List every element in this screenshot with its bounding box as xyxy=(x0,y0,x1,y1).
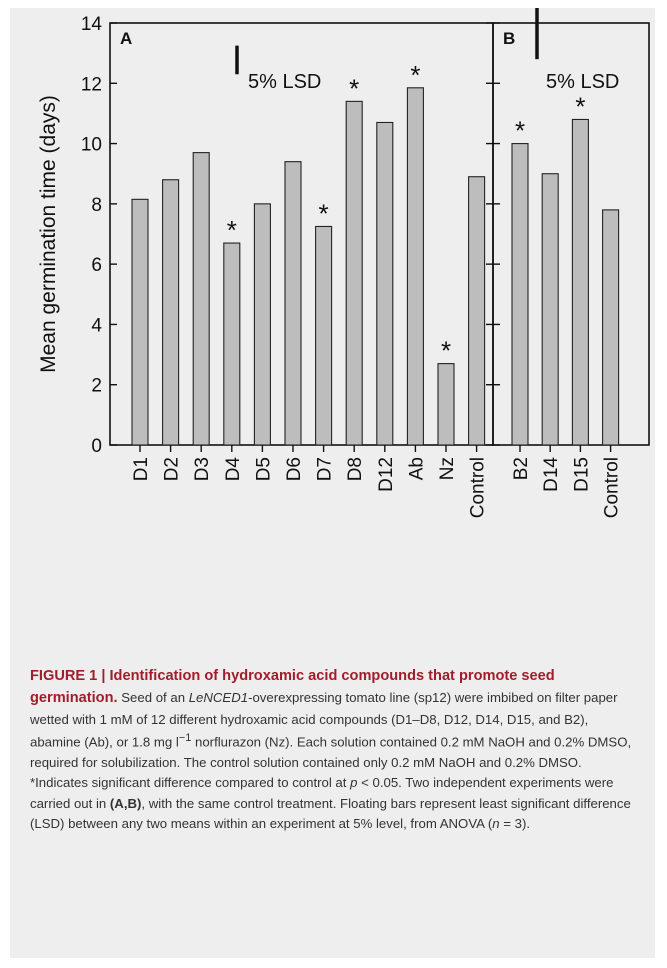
x-tick-label: Control xyxy=(602,457,623,518)
bar-nz xyxy=(437,363,455,446)
bar-ab xyxy=(406,87,424,446)
bar-control xyxy=(602,209,620,446)
caption-text: norflurazon (Nz). Each solution containe… xyxy=(30,734,632,791)
x-tick-label: D12 xyxy=(376,457,397,492)
x-tick-label: D3 xyxy=(192,457,213,481)
caption-text: = 3). xyxy=(499,815,531,831)
y-tick-label: 4 xyxy=(91,315,102,336)
bar-control xyxy=(468,176,486,446)
x-tick-label: D14 xyxy=(541,457,562,492)
caption-superscript: −1 xyxy=(178,732,192,745)
y-tick-label: 10 xyxy=(81,135,102,156)
x-tick-label: Control xyxy=(468,457,489,518)
significance-star: * xyxy=(349,73,359,103)
x-tick-label: D7 xyxy=(315,457,336,481)
x-tick-label: D4 xyxy=(223,457,244,482)
caption-text: < 0.05. Two independent experiments were… xyxy=(30,775,614,811)
bar-d7 xyxy=(315,225,333,446)
x-tick-label: D1 xyxy=(131,457,152,481)
significance-star: * xyxy=(575,91,585,121)
caption-p-symbol: p xyxy=(350,775,358,791)
panel-a-label: A xyxy=(120,29,132,48)
x-tick-label: B2 xyxy=(511,457,532,480)
bar-d5 xyxy=(253,203,271,446)
bar-d4 xyxy=(223,242,241,446)
figure-card: A 0 2 4 6 8 10 12 14 Mean germination time (days)… xyxy=(10,8,655,958)
bar-d12 xyxy=(376,121,394,446)
y-tick-label: 8 xyxy=(91,195,102,216)
y-tick-label: 2 xyxy=(91,376,102,397)
lsd-label: 5% LSD xyxy=(546,71,619,93)
caption-text: , with the same control treatment. Float… xyxy=(30,795,631,831)
y-tick-label: 12 xyxy=(81,74,102,95)
x-tick-label: Ab xyxy=(406,457,427,480)
bar-d2 xyxy=(162,179,180,446)
bar-d6 xyxy=(284,161,302,446)
caption-panel-ref: (A,B) xyxy=(109,795,142,811)
chart: A 0 2 4 6 8 10 12 14 Mean germination time (days)… xyxy=(37,8,650,518)
caption-n-symbol: n xyxy=(492,815,500,831)
y-axis-title: Mean germination time (days) xyxy=(37,95,60,373)
panel-b: B B2 * D14 D15 * Control 5% LSD xyxy=(492,8,650,518)
figure-caption: FIGURE 1 | Identification of hydroxamic … xyxy=(30,665,642,834)
bar-d1 xyxy=(131,198,149,446)
lsd-label: 5% LSD xyxy=(248,71,321,93)
y-tick-label: 14 xyxy=(81,14,103,35)
bar-d14 xyxy=(541,173,559,446)
y-tick-label: 6 xyxy=(91,255,102,276)
y-tick-label: 0 xyxy=(91,436,102,457)
x-tick-label: D5 xyxy=(253,457,274,481)
caption-title: FIGURE 1 | Identification of hydroxamic … xyxy=(30,668,555,707)
panel-a: A 0 2 4 6 8 10 12 14 Mean germination time (days)… xyxy=(37,14,494,518)
x-tick-label: D15 xyxy=(571,457,592,492)
caption-text: Seed of an xyxy=(117,690,189,706)
significance-star: * xyxy=(319,198,329,228)
x-tick-label: Nz xyxy=(437,457,458,480)
bar-b2 xyxy=(511,143,529,446)
significance-star: * xyxy=(441,336,451,366)
panel-b-frame xyxy=(492,22,650,446)
significance-star: * xyxy=(410,60,420,90)
caption-gene-name: LeNCED1 xyxy=(188,690,249,706)
significance-star: * xyxy=(515,116,525,146)
x-tick-label: D2 xyxy=(162,457,183,481)
bar-d8 xyxy=(345,100,363,446)
x-tick-label: D8 xyxy=(345,457,366,481)
significance-star: * xyxy=(227,215,237,245)
panel-b-label: B xyxy=(503,29,515,48)
x-tick-label: D6 xyxy=(284,457,305,481)
bar-d15 xyxy=(571,118,589,446)
caption-text: -overexpressing tomato line (sp12) were … xyxy=(30,690,618,750)
bar-d3 xyxy=(192,152,210,446)
